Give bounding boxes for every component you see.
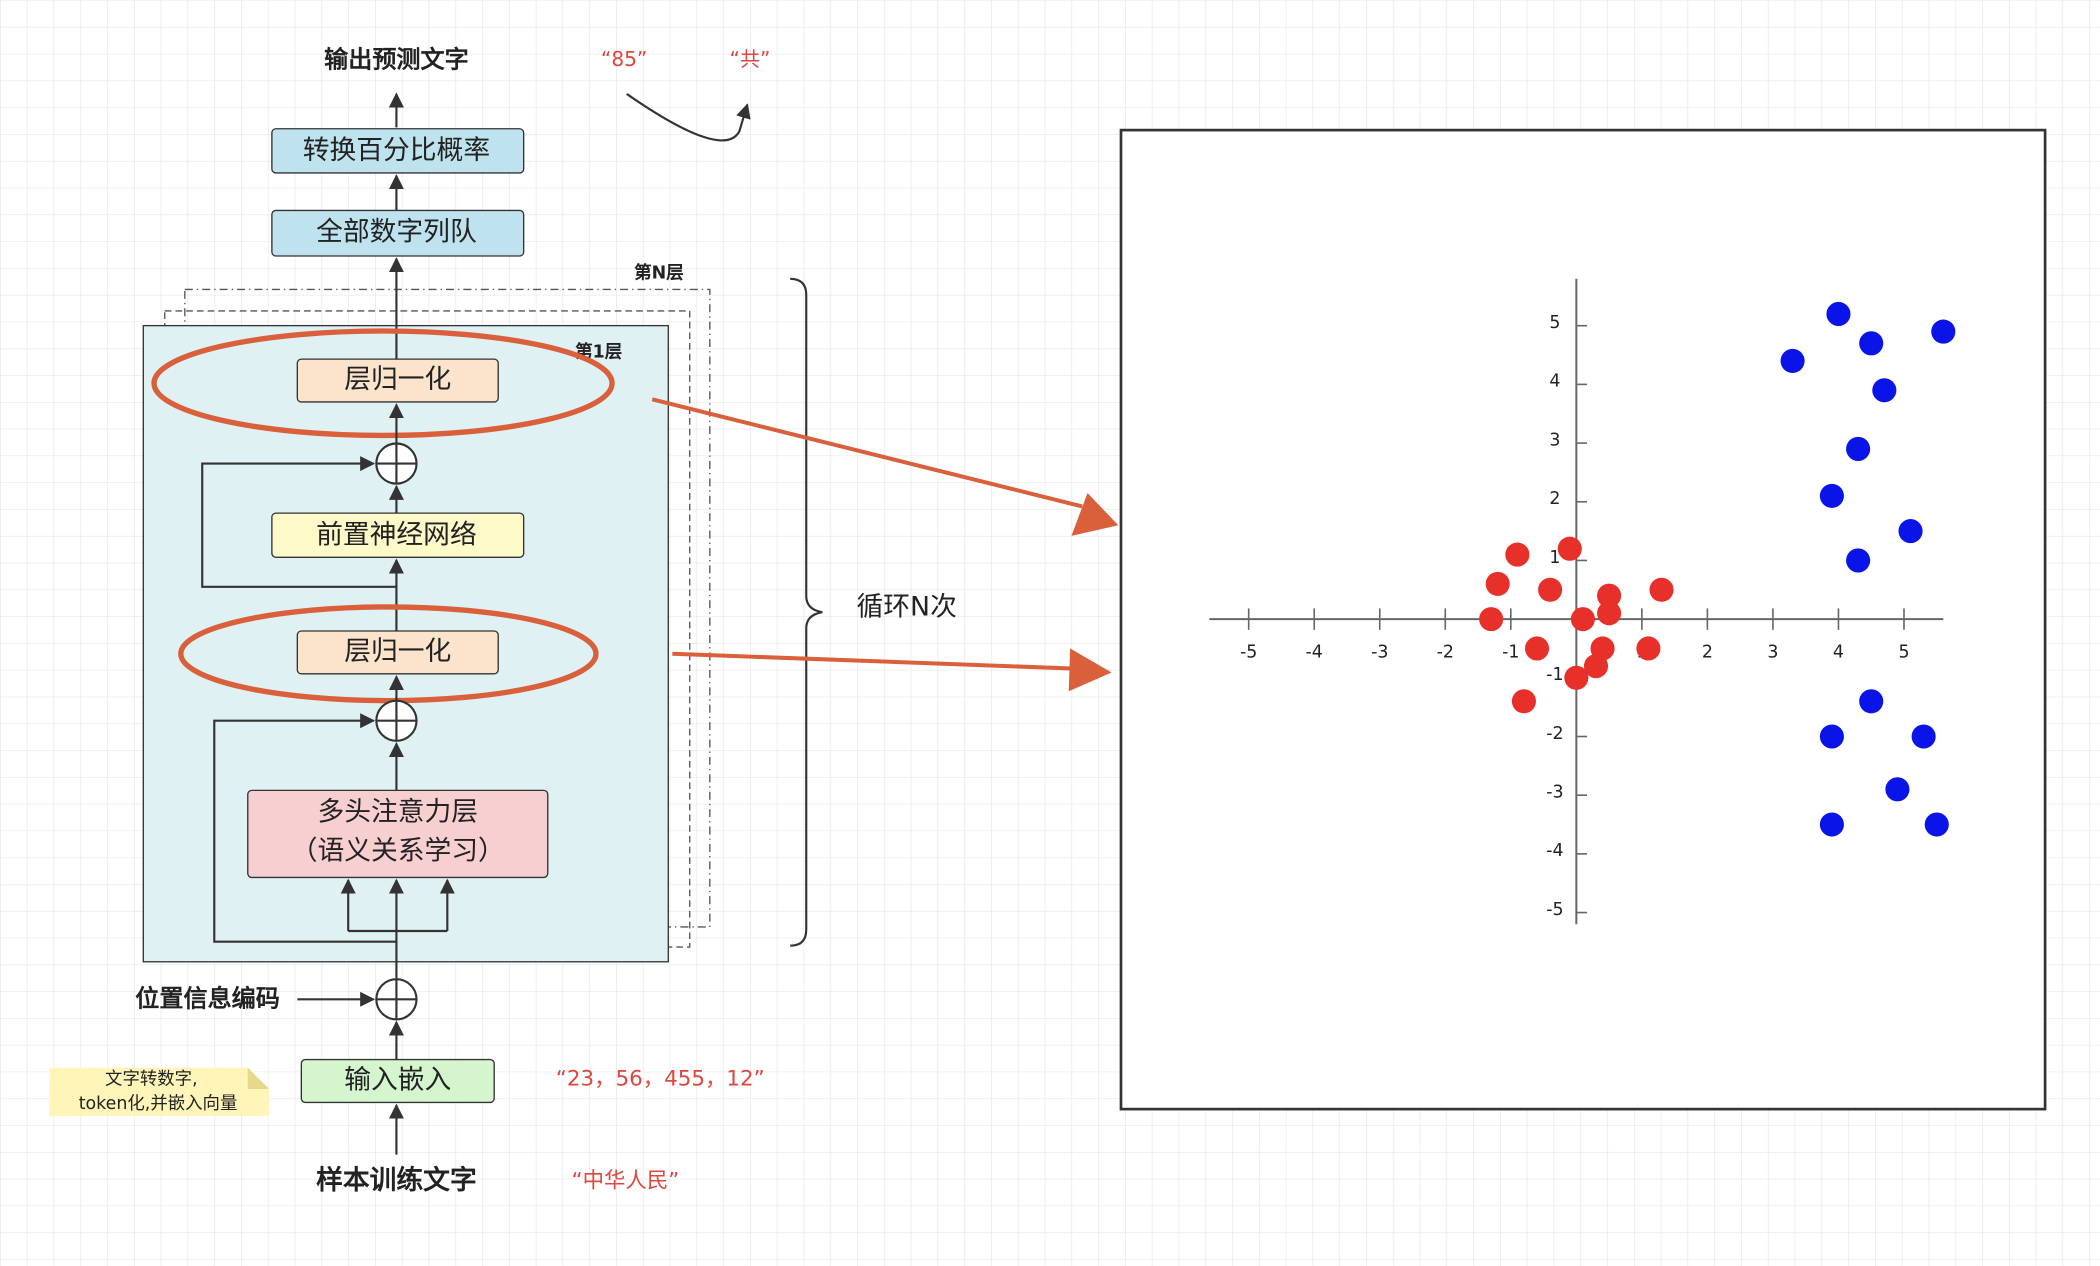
point bbox=[1479, 607, 1504, 632]
pointer-head bbox=[1071, 493, 1119, 536]
point bbox=[1511, 689, 1536, 714]
note-line: 文字转数字, bbox=[105, 1070, 198, 1090]
point bbox=[1538, 577, 1563, 602]
x-tick-label: -4 bbox=[1306, 643, 1323, 663]
attention-box bbox=[247, 789, 549, 879]
y-tick-label: -5 bbox=[1546, 900, 1563, 920]
x-tick-label: 2 bbox=[1702, 643, 1713, 663]
numbers-label: 全部数字列队 bbox=[316, 217, 477, 248]
x-tick-label: 5 bbox=[1898, 643, 1909, 663]
point bbox=[1898, 519, 1923, 544]
pointer-head bbox=[1068, 648, 1112, 692]
y-tick-label: 4 bbox=[1549, 372, 1560, 392]
point bbox=[1872, 378, 1897, 403]
y-tick-label: -1 bbox=[1546, 665, 1563, 685]
point bbox=[1931, 319, 1956, 344]
norm-bottom-box bbox=[296, 630, 499, 675]
softmax-box bbox=[271, 128, 525, 174]
ffn-label: 前置神经网络 bbox=[316, 519, 477, 550]
attention-label: 多头注意力层 bbox=[317, 797, 478, 828]
point bbox=[1885, 777, 1910, 802]
numbers-box bbox=[271, 209, 525, 257]
position-label: 位置信息编码 bbox=[135, 984, 280, 1012]
add-node bbox=[375, 699, 418, 742]
point bbox=[1846, 548, 1871, 573]
note-line: token化,并嵌入向量 bbox=[79, 1094, 238, 1114]
point bbox=[1485, 571, 1510, 596]
point bbox=[1505, 542, 1530, 567]
add-node bbox=[375, 978, 418, 1021]
point bbox=[1859, 689, 1884, 714]
y-tick-label: -2 bbox=[1546, 724, 1563, 744]
highlight bbox=[178, 604, 599, 704]
pointer-arrow bbox=[672, 651, 1072, 671]
attention-sub: （语义关系学习） bbox=[291, 835, 505, 866]
point bbox=[1557, 536, 1582, 561]
x-tick-label: 4 bbox=[1833, 643, 1844, 663]
input-label: 样本训练文字 bbox=[316, 1164, 477, 1196]
point bbox=[1636, 636, 1661, 661]
x-tick-label: -5 bbox=[1240, 643, 1257, 663]
note bbox=[49, 1067, 270, 1116]
layer-n-label: 第N层 bbox=[634, 262, 683, 283]
curve-arrow bbox=[626, 93, 751, 142]
point bbox=[1924, 812, 1949, 837]
next-example: “共” bbox=[730, 47, 771, 71]
y-tick-label: 5 bbox=[1549, 313, 1560, 333]
ffn-box bbox=[271, 512, 525, 558]
input-example: “中华人民” bbox=[572, 1168, 680, 1193]
embedding-box bbox=[300, 1058, 495, 1104]
norm-top-label: 层归一化 bbox=[344, 364, 451, 395]
point bbox=[1819, 812, 1844, 837]
point bbox=[1911, 724, 1936, 749]
point bbox=[1570, 607, 1595, 632]
point bbox=[1649, 577, 1674, 602]
point bbox=[1819, 483, 1844, 508]
y-tick-label: -4 bbox=[1546, 841, 1563, 861]
norm-top-box bbox=[296, 358, 499, 403]
x-tick-label: 3 bbox=[1767, 643, 1778, 663]
highlight bbox=[151, 328, 615, 439]
y-tick-label: 1 bbox=[1549, 548, 1560, 568]
output-example: “85” bbox=[601, 47, 647, 71]
embedding-label: 输入嵌入 bbox=[344, 1064, 451, 1095]
residual bbox=[201, 456, 397, 588]
norm-bottom-label: 层归一化 bbox=[344, 636, 451, 667]
point bbox=[1859, 331, 1884, 356]
point bbox=[1597, 601, 1622, 626]
x-tick-label: -2 bbox=[1437, 643, 1454, 663]
point bbox=[1583, 654, 1609, 679]
add-node bbox=[375, 442, 418, 485]
y-tick-label: 2 bbox=[1549, 489, 1560, 509]
output-label: 输出预测文字 bbox=[324, 45, 469, 73]
point bbox=[1524, 636, 1550, 661]
x-tick-label: -3 bbox=[1371, 643, 1388, 663]
x-tick-label: -1 bbox=[1502, 643, 1519, 663]
point bbox=[1597, 583, 1622, 608]
y-tick-label: 3 bbox=[1549, 430, 1560, 450]
brace bbox=[790, 277, 823, 947]
note-fold bbox=[247, 1067, 270, 1090]
point bbox=[1846, 436, 1871, 461]
pointer-arrow bbox=[651, 397, 1083, 509]
softmax-label: 转换百分比概率 bbox=[303, 135, 490, 166]
loop-label: 循环N次 bbox=[857, 592, 957, 623]
point bbox=[1780, 348, 1805, 373]
point bbox=[1564, 665, 1589, 690]
residual bbox=[213, 713, 397, 943]
point bbox=[1826, 301, 1851, 327]
point bbox=[1819, 724, 1844, 749]
embedding-example: “23，56，455，12” bbox=[556, 1067, 765, 1092]
y-tick-label: -3 bbox=[1546, 783, 1563, 803]
